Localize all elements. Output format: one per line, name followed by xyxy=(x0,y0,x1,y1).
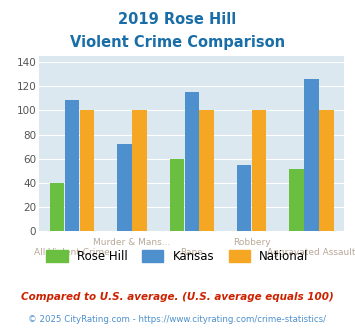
Text: 2019 Rose Hill: 2019 Rose Hill xyxy=(118,12,237,26)
Text: Robbery: Robbery xyxy=(233,238,271,247)
Text: All Violent Crime: All Violent Crime xyxy=(34,248,110,257)
Bar xyxy=(304,79,318,231)
Bar xyxy=(237,165,251,231)
Bar xyxy=(289,170,304,231)
Text: © 2025 CityRating.com - https://www.cityrating.com/crime-statistics/: © 2025 CityRating.com - https://www.city… xyxy=(28,315,327,324)
Bar xyxy=(65,100,79,231)
Text: Compared to U.S. average. (U.S. average equals 100): Compared to U.S. average. (U.S. average … xyxy=(21,292,334,302)
Bar xyxy=(200,110,214,231)
Bar xyxy=(117,144,132,231)
Text: Violent Crime Comparison: Violent Crime Comparison xyxy=(70,35,285,50)
Bar xyxy=(170,159,184,231)
Bar xyxy=(132,110,147,231)
Bar xyxy=(80,110,94,231)
Text: Aggravated Assault: Aggravated Assault xyxy=(267,248,355,257)
Text: Murder & Mans...: Murder & Mans... xyxy=(93,238,170,247)
Bar xyxy=(185,92,199,231)
Bar xyxy=(50,183,64,231)
Text: Rape: Rape xyxy=(180,248,203,257)
Bar xyxy=(252,110,266,231)
Bar xyxy=(319,110,334,231)
Legend: Rose Hill, Kansas, National: Rose Hill, Kansas, National xyxy=(47,250,308,263)
